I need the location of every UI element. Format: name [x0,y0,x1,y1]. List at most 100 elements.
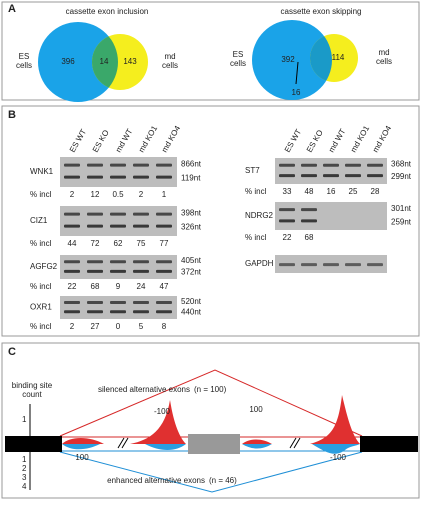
band [301,174,317,178]
panel-label: C [8,346,16,358]
tick-label: 2 [22,464,27,473]
gel [275,202,387,230]
venn-set-label: cells [230,59,246,68]
size-label: 301nt [391,204,412,213]
size-label: 440nt [181,308,202,317]
band [279,174,295,178]
gel [60,206,177,236]
incl-value: 68 [91,282,100,291]
incl-label: % incl [30,322,52,331]
band [156,260,172,264]
lane-label: md KO1 [137,124,160,154]
incl-value: 1 [162,190,167,199]
band [64,269,80,273]
band [156,310,172,314]
band [64,212,80,216]
band [87,310,103,314]
size-label: 368nt [391,160,412,169]
size-label: 326nt [181,223,202,232]
band [133,212,149,216]
gene-name: AGFG2 [30,262,58,271]
venn-overlap [92,34,118,90]
band [156,163,172,167]
band [110,301,126,305]
exon [360,436,418,452]
incl-value: 2 [70,322,75,331]
size-label: 520nt [181,297,202,306]
venn-count: 16 [292,88,301,97]
panel-label: B [8,109,16,121]
arrow [295,61,299,85]
band [279,219,295,223]
gel [60,157,177,187]
venn-count: 143 [123,57,137,66]
lane-label: ES WT [283,128,304,155]
incl-value: 2 [139,190,144,199]
enhanced-lines [59,450,363,493]
incl-label: % incl [30,190,52,199]
incl-value: 48 [305,187,314,196]
incl-label: % incl [30,282,52,291]
venn-set-label: cells [376,57,392,66]
lane-label: ES WT [68,128,89,155]
panel-label: A [8,3,16,15]
band [87,163,103,167]
incl-value: 33 [283,187,292,196]
venn-set-label: cells [162,61,178,70]
incl-value: 72 [91,239,100,248]
band [133,310,149,314]
axis-break [117,437,301,449]
band [87,224,103,228]
tick-label: 1 [22,415,27,424]
incl-label: % incl [30,239,52,248]
incl-value: 5 [139,322,144,331]
size-label: 372nt [181,267,202,276]
band [156,301,172,305]
band [301,163,317,167]
group-count: (n = 46) [209,476,237,485]
band [133,224,149,228]
group-label: enhanced alternative exons [107,476,205,485]
incl-value: 8 [162,322,167,331]
band [64,175,80,179]
venn-circle [38,22,118,102]
size-label: 866nt [181,160,202,169]
venn-overlap [310,34,332,82]
band [87,212,103,216]
gel [60,296,177,319]
size-label: 398nt [181,209,202,218]
venn-count: 14 [100,57,109,66]
band [323,163,339,167]
band [323,174,339,178]
lane-label: md KO1 [349,124,372,154]
gene-name: OXR1 [30,303,52,312]
gene-name: WNK1 [30,167,54,176]
gel [60,255,177,279]
incl-value: 75 [137,239,146,248]
group-label: silenced alternative exons [98,385,190,394]
band [156,212,172,216]
tick-label: 4 [22,482,27,491]
band [87,269,103,273]
peak-label: -100 [330,453,347,462]
band [133,175,149,179]
band [87,301,103,305]
band [64,163,80,167]
venn-circle [252,20,332,100]
lane-label: md KO4 [371,124,394,154]
band [301,263,317,267]
size-label: 119nt [181,174,201,183]
lane-label: md WT [114,127,135,154]
binding-density [62,395,360,444]
tick-label: 1 [22,455,27,464]
peak-label: 100 [75,453,89,462]
lane-label: md KO4 [160,124,183,154]
band [110,224,126,228]
band [110,310,126,314]
incl-value: 16 [327,187,336,196]
band [110,260,126,264]
band [110,163,126,167]
incl-value: 62 [114,239,123,248]
incl-value: 0.5 [112,190,124,199]
